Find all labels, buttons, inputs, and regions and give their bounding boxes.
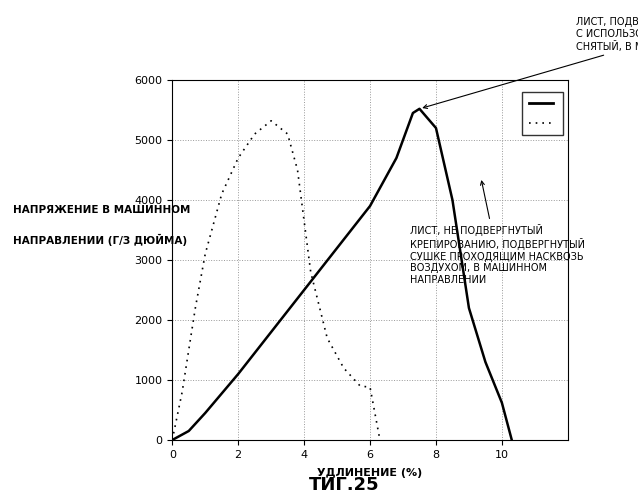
Legend: , : ,: [522, 92, 563, 136]
Text: ΤИГ.25: ΤИГ.25: [309, 476, 380, 494]
Text: ЛИСТ, ПОДВЕРГНУТЫЙ КРЕПИРОВАНИЮ
С ИСПОЛЬЗОВАНИЕМ  МАТЕРИАЛА,
СНЯТЫЙ, В МАШИННОМ : ЛИСТ, ПОДВЕРГНУТЫЙ КРЕПИРОВАНИЮ С ИСПОЛЬ…: [424, 15, 638, 108]
Text: НАПРАВЛЕНИИ (Г/З ДЮЙМА): НАПРАВЛЕНИИ (Г/З ДЮЙМА): [13, 234, 187, 246]
X-axis label: УДЛИНЕНИЕ (%): УДЛИНЕНИЕ (%): [318, 468, 422, 478]
Text: ЛИСТ, НЕ ПОДВЕРГНУТЫЙ
КРЕПИРОВАНИЮ, ПОДВЕРГНУТЫЙ
СУШКЕ ПРОХОДЯЩИМ НАСКВОЗЬ
ВОЗДУ: ЛИСТ, НЕ ПОДВЕРГНУТЫЙ КРЕПИРОВАНИЮ, ПОДВ…: [410, 181, 584, 285]
Text: НАПРЯЖЕНИЕ В МАШИННОМ: НАПРЯЖЕНИЕ В МАШИННОМ: [13, 205, 190, 215]
